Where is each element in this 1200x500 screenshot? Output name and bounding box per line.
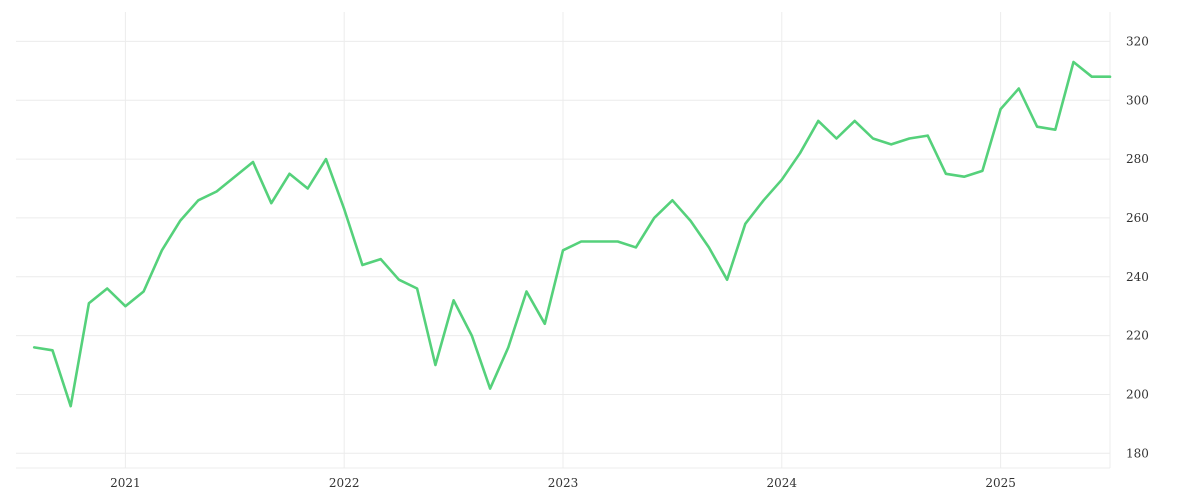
- y-tick-label: 220: [1126, 329, 1149, 343]
- x-tick-label: 2023: [548, 476, 579, 490]
- x-gridlines: [124, 12, 1002, 468]
- y-gridlines: [16, 40, 1110, 454]
- x-tick-label: 2021: [110, 476, 141, 490]
- series-line: [32, 60, 1112, 408]
- y-tick-label: 320: [1126, 34, 1149, 48]
- x-tick-label: 2022: [329, 476, 360, 490]
- x-tick-label: 2024: [767, 476, 798, 490]
- y-tick-labels: 180 200 220 240 260 280 300 320: [1126, 34, 1149, 460]
- y-tick-label: 280: [1126, 152, 1149, 166]
- y-tick-label: 260: [1126, 211, 1149, 225]
- x-tick-label: 2025: [985, 476, 1016, 490]
- y-tick-label: 300: [1126, 93, 1149, 107]
- y-tick-label: 180: [1126, 446, 1149, 460]
- y-tick-label: 200: [1126, 387, 1149, 401]
- y-tick-label: 240: [1126, 270, 1149, 284]
- x-tick-labels: 2021 2022 2023 2024 2025: [110, 476, 1016, 490]
